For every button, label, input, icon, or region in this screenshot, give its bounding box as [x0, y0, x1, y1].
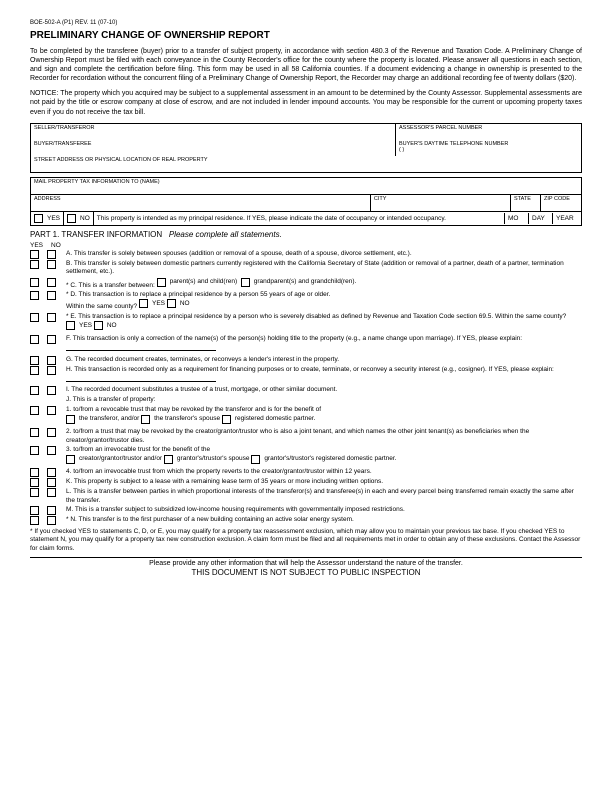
principal-yes-checkbox[interactable]: [34, 214, 43, 223]
c-yes[interactable]: [30, 278, 39, 287]
item-m: M. This is a transfer subject to subsidi…: [66, 506, 582, 514]
seller-label: SELLER/TRANSFEROR: [31, 124, 396, 140]
e-no[interactable]: [47, 313, 56, 322]
item-e: * E. This transaction is to replace a pr…: [66, 313, 582, 334]
l-no[interactable]: [47, 488, 56, 497]
mo-label: MO: [505, 213, 529, 224]
b-no[interactable]: [47, 260, 56, 269]
g-yes[interactable]: [30, 356, 39, 365]
principal-text: This property is intended as my principa…: [94, 213, 505, 224]
b-yes[interactable]: [30, 260, 39, 269]
e-sub-yes[interactable]: [66, 321, 75, 330]
n-no[interactable]: [47, 516, 56, 525]
col-no: NO: [51, 242, 61, 249]
item-d: * D. This transaction is to replace a pr…: [66, 291, 582, 312]
city-label: CITY: [371, 195, 511, 211]
c-opt1[interactable]: [157, 278, 166, 287]
item-a: A. This transfer is solely between spous…: [66, 250, 582, 258]
d-yes[interactable]: [30, 291, 39, 300]
buyer-label: BUYER/TRANSFEREE: [31, 140, 396, 156]
m-no[interactable]: [47, 506, 56, 515]
a-no[interactable]: [47, 250, 56, 259]
col-yes: YES: [30, 242, 43, 249]
item-h: H. This transaction is recorded only as …: [66, 366, 582, 386]
item-k: K. This property is subject to a lease w…: [66, 478, 582, 486]
j3-a[interactable]: [66, 455, 75, 464]
star-note: * If you checked YES to statements C, D,…: [30, 528, 582, 553]
c-opt2[interactable]: [241, 278, 250, 287]
j1-a[interactable]: [66, 415, 75, 424]
item-g: G. The recorded document creates, termin…: [66, 356, 582, 364]
item-j4: 4. to/from an irrevocable trust from whi…: [66, 468, 582, 476]
item-j3: 3. to/from an irrevocable trust for the …: [66, 446, 582, 467]
item-n: * N. This transfer is to the first purch…: [66, 516, 582, 524]
j4-yes[interactable]: [30, 468, 39, 477]
street-label: STREET ADDRESS OR PHYSICAL LOCATION OF R…: [31, 156, 581, 172]
item-b: B. This transfer is solely between domes…: [66, 260, 582, 277]
e-yes[interactable]: [30, 313, 39, 322]
principal-no-checkbox[interactable]: [67, 214, 76, 223]
n-yes[interactable]: [30, 516, 39, 525]
i-yes[interactable]: [30, 386, 39, 395]
footer-line1: Please provide any other information tha…: [30, 557, 582, 567]
item-j1: 1. to/from a revocable trust that may be…: [66, 406, 582, 427]
form-id: BOE-502-A (P1) REV. 11 (07-10): [30, 20, 582, 26]
item-l: L. This is a transfer between parties in…: [66, 488, 582, 505]
item-j2: 2. to/from a trust that may be revoked b…: [66, 428, 582, 445]
j3-no[interactable]: [47, 446, 56, 455]
k-no[interactable]: [47, 478, 56, 487]
e-sub-no[interactable]: [94, 321, 103, 330]
page-title: PRELIMINARY CHANGE OF OWNERSHIP REPORT: [30, 30, 582, 41]
j1-yes[interactable]: [30, 406, 39, 415]
l-yes[interactable]: [30, 488, 39, 497]
state-label: STATE: [511, 195, 541, 211]
g-no[interactable]: [47, 356, 56, 365]
i-no[interactable]: [47, 386, 56, 395]
no-label: NO: [80, 215, 90, 222]
j3-b[interactable]: [164, 455, 173, 464]
year-label: YEAR: [553, 213, 581, 224]
j1-c[interactable]: [222, 415, 231, 424]
j3-yes[interactable]: [30, 446, 39, 455]
j2-no[interactable]: [47, 428, 56, 437]
apn-label: ASSESSOR'S PARCEL NUMBER: [396, 124, 581, 140]
j1-no[interactable]: [47, 406, 56, 415]
item-c: * C. This is a transfer between: parent(…: [66, 278, 582, 290]
d-no[interactable]: [47, 291, 56, 300]
m-yes[interactable]: [30, 506, 39, 515]
f-no[interactable]: [47, 335, 56, 344]
mail-label: MAIL PROPERTY TAX INFORMATION TO (NAME): [31, 178, 581, 194]
j3-c[interactable]: [251, 455, 260, 464]
j2-yes[interactable]: [30, 428, 39, 437]
phone-label: BUYER'S DAYTIME TELEPHONE NUMBER ( ): [396, 140, 581, 156]
address-label: ADDRESS: [31, 195, 371, 211]
k-yes[interactable]: [30, 478, 39, 487]
d-sub-no[interactable]: [167, 299, 176, 308]
intro-text: To be completed by the transferee (buyer…: [30, 47, 582, 83]
j1-b[interactable]: [141, 415, 150, 424]
a-yes[interactable]: [30, 250, 39, 259]
f-yes[interactable]: [30, 335, 39, 344]
footer-line2: THIS DOCUMENT IS NOT SUBJECT TO PUBLIC I…: [30, 567, 582, 577]
day-label: DAY: [529, 213, 553, 224]
notice-text: NOTICE: The property which you acquired …: [30, 89, 582, 116]
d-sub-yes[interactable]: [139, 299, 148, 308]
item-i: I. The recorded document substitutes a t…: [66, 386, 582, 394]
h-yes[interactable]: [30, 366, 39, 375]
item-j: J. This is a transfer of property:: [66, 396, 582, 404]
j4-no[interactable]: [47, 468, 56, 477]
c-no[interactable]: [47, 278, 56, 287]
h-no[interactable]: [47, 366, 56, 375]
part1-header: PART 1. TRANSFER INFORMATION Please comp…: [30, 230, 582, 239]
item-f: F. This transaction is only a correction…: [66, 335, 582, 355]
zip-label: ZIP CODE: [541, 195, 581, 211]
yes-label: YES: [47, 215, 60, 222]
